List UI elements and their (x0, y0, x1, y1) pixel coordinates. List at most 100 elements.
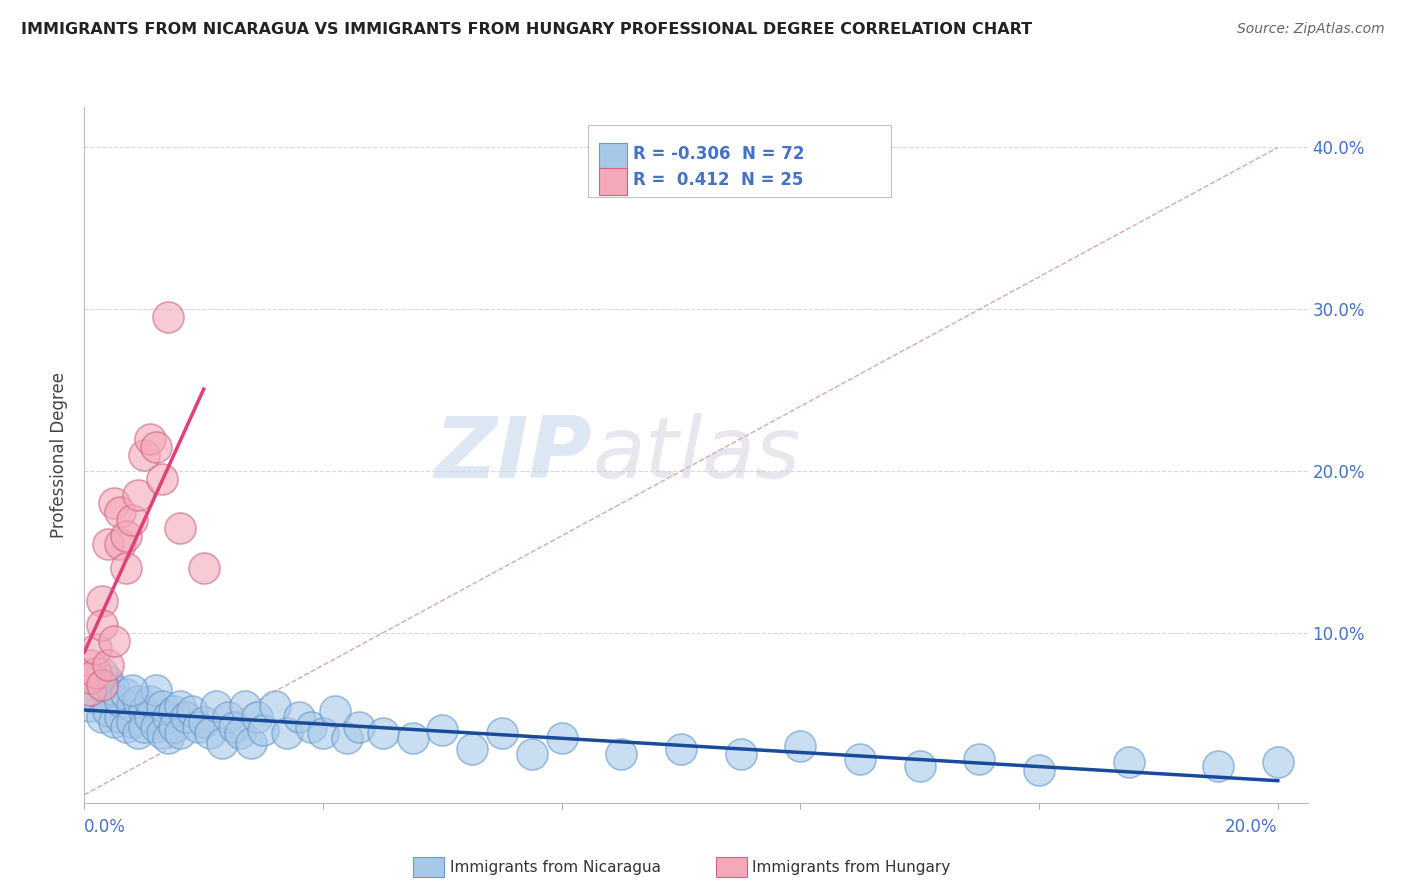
Point (79, 671, 101, 685)
Point (1028, 764, 1050, 778)
Point (789, 739, 811, 754)
Y-axis label: Professional Degree: Professional Degree (51, 372, 69, 538)
Text: Immigrants from Nicaragua: Immigrants from Nicaragua (450, 860, 661, 874)
Point (299, 720, 322, 734)
Point (145, 682, 167, 697)
Point (115, 720, 138, 734)
Point (145, 720, 167, 734)
Point (204, 698, 226, 713)
Point (91, 593, 114, 607)
Point (163, 704, 186, 718)
Text: 20.0%: 20.0% (1225, 818, 1278, 836)
Point (169, 521, 191, 535)
Point (461, 742, 484, 756)
Point (222, 720, 245, 734)
Point (323, 704, 346, 718)
Point (127, 726, 149, 740)
Point (91, 678, 114, 692)
Point (169, 698, 191, 713)
Point (610, 747, 633, 762)
Point (187, 720, 209, 734)
Point (235, 698, 257, 713)
Point (103, 496, 125, 510)
Point (180, 704, 202, 718)
Point (84, 642, 107, 657)
Point (91, 666, 114, 681)
Point (849, 752, 872, 766)
Point (108, 537, 131, 551)
Point (491, 726, 513, 740)
Point (669, 742, 692, 756)
Text: R = -0.306  N = 72: R = -0.306 N = 72 (633, 145, 804, 163)
Point (371, 726, 394, 740)
Point (288, 710, 311, 724)
Point (79, 682, 101, 697)
Point (91, 617, 114, 632)
Point (121, 513, 143, 527)
Point (193, 561, 215, 575)
Point (276, 726, 298, 740)
Point (108, 694, 131, 708)
Point (115, 529, 138, 543)
Point (401, 731, 423, 745)
Point (79, 698, 101, 713)
Point (139, 694, 162, 708)
Point (1206, 758, 1229, 772)
Point (115, 687, 138, 701)
Point (1267, 756, 1289, 770)
Point (103, 634, 125, 648)
Point (79, 658, 101, 673)
Point (264, 698, 287, 713)
Point (84, 666, 107, 681)
Point (156, 310, 179, 325)
Point (163, 720, 186, 734)
Point (103, 682, 125, 697)
Point (132, 704, 155, 718)
Point (84, 690, 107, 705)
Point (174, 710, 197, 724)
Point (132, 448, 155, 462)
Point (121, 698, 143, 713)
Point (127, 488, 149, 502)
Point (193, 714, 215, 729)
Point (240, 736, 263, 750)
Point (97, 674, 120, 689)
Point (145, 440, 167, 454)
Point (252, 723, 274, 737)
Point (121, 714, 143, 729)
Point (97, 537, 120, 551)
Point (336, 731, 359, 745)
Point (91, 710, 114, 724)
Point (132, 720, 155, 734)
Point (1118, 756, 1140, 770)
Point (139, 710, 162, 724)
Point (103, 714, 125, 729)
Point (108, 504, 131, 518)
Point (211, 736, 233, 750)
Point (312, 726, 335, 740)
Text: atlas: atlas (592, 413, 800, 497)
Point (91, 678, 114, 692)
Point (969, 752, 991, 766)
Point (347, 720, 370, 734)
Point (150, 698, 173, 713)
Text: Immigrants from Hungary: Immigrants from Hungary (752, 860, 950, 874)
Point (156, 731, 179, 745)
Text: 0.0%: 0.0% (84, 818, 127, 836)
Point (150, 726, 173, 740)
Text: R =  0.412  N = 25: R = 0.412 N = 25 (633, 170, 803, 188)
Point (730, 747, 752, 762)
Text: ZIP: ZIP (434, 413, 592, 497)
Point (217, 710, 239, 724)
Point (127, 694, 149, 708)
Point (520, 747, 543, 762)
Point (198, 726, 221, 740)
Point (228, 726, 250, 740)
Text: IMMIGRANTS FROM NICARAGUA VS IMMIGRANTS FROM HUNGARY PROFESSIONAL DEGREE CORRELA: IMMIGRANTS FROM NICARAGUA VS IMMIGRANTS … (21, 22, 1032, 37)
Point (432, 723, 454, 737)
Point (908, 758, 931, 772)
Point (115, 561, 138, 575)
Point (139, 432, 162, 446)
Point (246, 710, 269, 724)
Point (121, 682, 143, 697)
